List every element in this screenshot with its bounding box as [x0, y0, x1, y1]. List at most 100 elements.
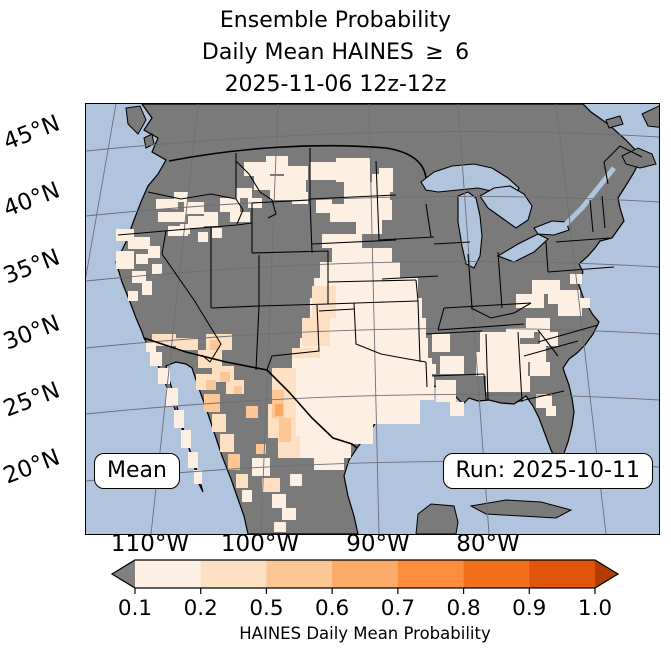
probability-cell — [272, 494, 286, 508]
probability-cell — [314, 278, 418, 298]
probability-cell — [174, 192, 188, 202]
probability-cell — [204, 212, 218, 226]
figure-title: Ensemble Probability Daily Mean HAINES ≥… — [0, 5, 671, 101]
probability-cell — [150, 352, 162, 366]
colorbar-segment — [266, 560, 333, 588]
probability-cell — [432, 334, 450, 352]
probability-cell — [188, 216, 204, 228]
probability-cell — [286, 180, 306, 192]
title-line-2: Daily Mean HAINES ≥ 6 — [201, 40, 470, 65]
colorbar-tick-label: 1.0 — [578, 596, 612, 621]
probability-cell — [506, 328, 534, 338]
probability-cell — [212, 414, 226, 432]
country-borders — [143, 144, 427, 449]
lat-tick-label: 30°N — [0, 310, 64, 356]
map-panel: Mean Run: 2025-10-11 — [85, 103, 660, 535]
probability-cell — [304, 318, 426, 338]
lat-tick-label: 45°N — [0, 110, 64, 156]
colorbar-segment — [529, 560, 596, 588]
probability-cell — [290, 474, 302, 486]
probability-cell — [206, 380, 216, 390]
probability-cell — [300, 338, 428, 358]
colorbar-segment — [332, 560, 399, 588]
probability-cell — [279, 418, 291, 442]
lake-ontario — [533, 220, 570, 236]
probability-cell — [146, 342, 156, 352]
probability-cells — [116, 156, 590, 532]
probability-cell — [220, 372, 230, 382]
colorbar-tick-label: 0.9 — [512, 596, 546, 621]
probability-cell — [184, 202, 204, 214]
colorbar-tick-label: 0.5 — [249, 596, 283, 621]
probability-cell — [142, 281, 152, 295]
probability-cell — [486, 376, 530, 392]
probability-cell — [526, 318, 550, 332]
probability-cell — [296, 444, 351, 458]
probability-cell — [236, 188, 252, 198]
probability-cell — [336, 158, 370, 182]
probability-cell — [320, 262, 400, 278]
probability-cell — [116, 251, 134, 269]
nova-scotia — [621, 147, 657, 169]
colorbar-tick-label: 0.7 — [381, 596, 415, 621]
probability-cell — [436, 380, 456, 402]
probability-cell — [530, 362, 550, 376]
colorbar-tick-label: 0.6 — [315, 596, 349, 621]
colorbar-tick-label: 0.1 — [118, 596, 152, 621]
title-line-3: 2025-11-06 12z-12z — [224, 72, 447, 97]
island-small — [143, 133, 155, 149]
probability-cell — [332, 248, 392, 262]
probability-cell — [284, 166, 308, 180]
state-borders — [117, 145, 643, 403]
colorbar-segment — [397, 560, 465, 588]
probability-cell — [148, 246, 160, 258]
probability-cell — [450, 402, 464, 416]
probability-cell — [426, 364, 436, 374]
probability-cell — [310, 298, 422, 318]
probability-cell — [168, 226, 188, 236]
yucatan — [415, 503, 459, 534]
mean-badge: Mean — [94, 453, 180, 489]
probability-cell — [228, 454, 240, 470]
map-svg — [86, 104, 659, 534]
probability-cell — [188, 452, 198, 468]
probability-cell — [132, 271, 146, 283]
probability-cell — [194, 470, 202, 484]
probability-cell — [344, 182, 374, 206]
probability-cell — [136, 254, 148, 264]
probability-cell — [380, 200, 392, 220]
lon-tick-label: 110°W — [110, 531, 190, 557]
lon-tick-label: 90°W — [346, 531, 410, 557]
probability-cell — [128, 291, 138, 301]
probability-cell — [181, 430, 191, 448]
cuba — [469, 499, 573, 519]
probability-cell — [236, 474, 248, 488]
anticosti-island — [605, 115, 624, 129]
probability-cell — [288, 424, 373, 444]
probability-cell — [158, 212, 186, 222]
probability-cell — [166, 388, 178, 406]
probability-cell — [158, 368, 170, 384]
probability-cell — [266, 156, 288, 174]
colorbar-under-arrow — [112, 560, 135, 588]
probability-cell — [198, 350, 222, 368]
probability-cell — [246, 406, 258, 418]
colorbar-tick-label: 0.8 — [446, 596, 480, 621]
probability-cell — [254, 176, 286, 190]
probability-cell — [536, 394, 552, 408]
lon-tick-label: 80°W — [456, 531, 520, 557]
probability-cell — [256, 444, 266, 454]
probability-cell — [242, 490, 252, 502]
probability-cell — [152, 264, 162, 274]
probability-cell — [282, 508, 296, 520]
colorbar-axis-label: HAINES Daily Mean Probability — [239, 624, 491, 643]
probability-cell — [292, 358, 432, 376]
probability-cell — [546, 406, 556, 416]
probability-cell — [576, 298, 590, 308]
probability-cell — [220, 434, 234, 452]
probability-cell — [548, 290, 580, 304]
probability-cell — [262, 478, 280, 492]
probability-cell — [198, 232, 208, 242]
lat-tick-label: 25°N — [0, 377, 64, 423]
